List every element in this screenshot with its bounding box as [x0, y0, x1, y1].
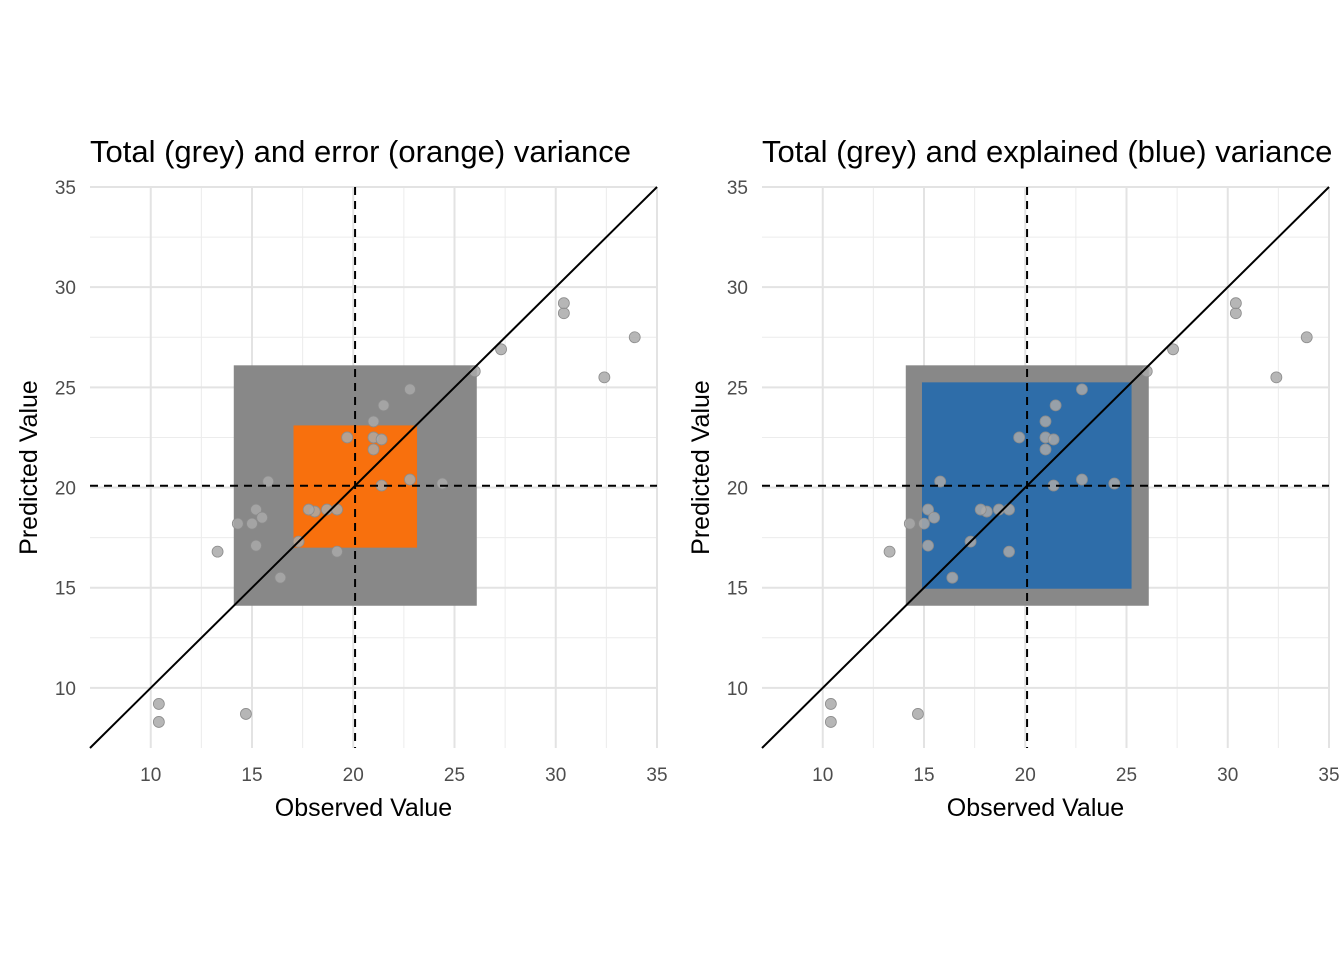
data-point	[1140, 365, 1153, 378]
x-tick-label: 20	[1015, 765, 1036, 786]
panel-1: 10 15 20 25 30 35 10 15 20 25 30 35 Observed Value Pr…	[15, 134, 668, 822]
data-point	[331, 503, 343, 516]
data-point	[231, 517, 244, 530]
y-tick-label: 35	[55, 178, 76, 199]
y-tick-label: 10	[727, 679, 748, 700]
panel-2: 10 15 20 25 30 35 10 15 20 25 30 35 Observed Value Pr…	[687, 134, 1340, 822]
data-point	[468, 365, 481, 378]
y-tick-label: 20	[727, 479, 748, 500]
x-axis-label: Observed Value	[947, 794, 1124, 822]
data-point	[1039, 415, 1052, 428]
data-point	[922, 503, 934, 516]
x-tick-label: 10	[812, 765, 833, 786]
data-point	[495, 343, 507, 356]
identity-line	[89, 186, 658, 749]
x-tick-label: 20	[343, 765, 364, 786]
y-tick-label: 35	[727, 178, 748, 199]
data-point	[375, 433, 388, 446]
data-point	[557, 297, 570, 310]
data-point	[1003, 545, 1015, 558]
data-point	[246, 517, 258, 530]
data-point	[903, 517, 916, 530]
data-point	[152, 698, 165, 710]
data-point	[436, 477, 449, 490]
data-point	[922, 539, 934, 552]
data-point	[1270, 371, 1283, 384]
x-tick-label: 25	[1116, 765, 1137, 786]
data-point	[1108, 477, 1121, 490]
y-tick-label: 15	[55, 579, 76, 600]
x-axis-label: Observed Value	[275, 794, 452, 822]
data-point	[974, 503, 987, 516]
identity-line	[761, 186, 1330, 749]
data-point	[598, 371, 611, 384]
data-point	[331, 545, 343, 558]
y-tick-label: 25	[727, 378, 748, 399]
y-tick-label: 30	[55, 278, 76, 299]
y-tick-label: 15	[727, 579, 748, 600]
x-tick-label: 35	[646, 765, 667, 786]
data-point	[1047, 433, 1060, 446]
y-tick-label: 10	[55, 679, 76, 700]
data-point	[1039, 443, 1052, 456]
data-point	[912, 708, 924, 720]
data-point	[934, 475, 947, 488]
data-point	[918, 517, 930, 530]
data-point	[302, 503, 315, 516]
data-point	[557, 307, 570, 320]
data-point	[152, 716, 165, 728]
data-point	[404, 383, 416, 396]
chart-title: Total (grey) and explained (blue) varian…	[762, 134, 1332, 169]
data-point	[883, 545, 896, 558]
data-point	[1013, 431, 1026, 444]
data-point	[1076, 473, 1088, 486]
y-tick-label: 25	[55, 378, 76, 399]
x-tick-label: 15	[913, 765, 934, 786]
data-point	[367, 443, 380, 456]
data-point	[341, 431, 354, 444]
data-point	[824, 716, 837, 728]
y-axis-label: Predicted Value	[687, 380, 715, 555]
data-point	[928, 511, 941, 524]
x-tick-label: 25	[444, 765, 465, 786]
x-tick-label: 30	[1217, 765, 1238, 786]
data-point	[628, 331, 641, 344]
data-points	[152, 297, 641, 728]
data-point	[824, 698, 837, 710]
x-tick-label: 15	[241, 765, 262, 786]
x-tick-label: 35	[1318, 765, 1339, 786]
data-point	[1167, 343, 1179, 356]
data-point	[274, 571, 287, 584]
data-point	[1229, 307, 1242, 320]
data-point	[256, 511, 269, 524]
data-point	[1049, 399, 1062, 412]
data-point	[367, 415, 380, 428]
data-point	[946, 571, 959, 584]
x-tick-label: 30	[545, 765, 566, 786]
data-point	[250, 539, 262, 552]
chart-title: Total (grey) and error (orange) variance	[90, 134, 631, 169]
y-tick-label: 20	[55, 479, 76, 500]
data-point	[1300, 331, 1313, 344]
data-point	[250, 503, 262, 516]
data-points	[824, 297, 1313, 728]
data-point	[377, 399, 390, 412]
data-point	[211, 545, 224, 558]
data-point	[240, 708, 252, 720]
data-point	[262, 475, 275, 488]
x-tick-label: 10	[140, 765, 161, 786]
data-point	[1003, 503, 1015, 516]
data-point	[404, 473, 416, 486]
data-point	[1076, 383, 1088, 396]
data-point	[1229, 297, 1242, 310]
y-tick-label: 30	[727, 278, 748, 299]
y-axis-label: Predicted Value	[15, 380, 43, 555]
